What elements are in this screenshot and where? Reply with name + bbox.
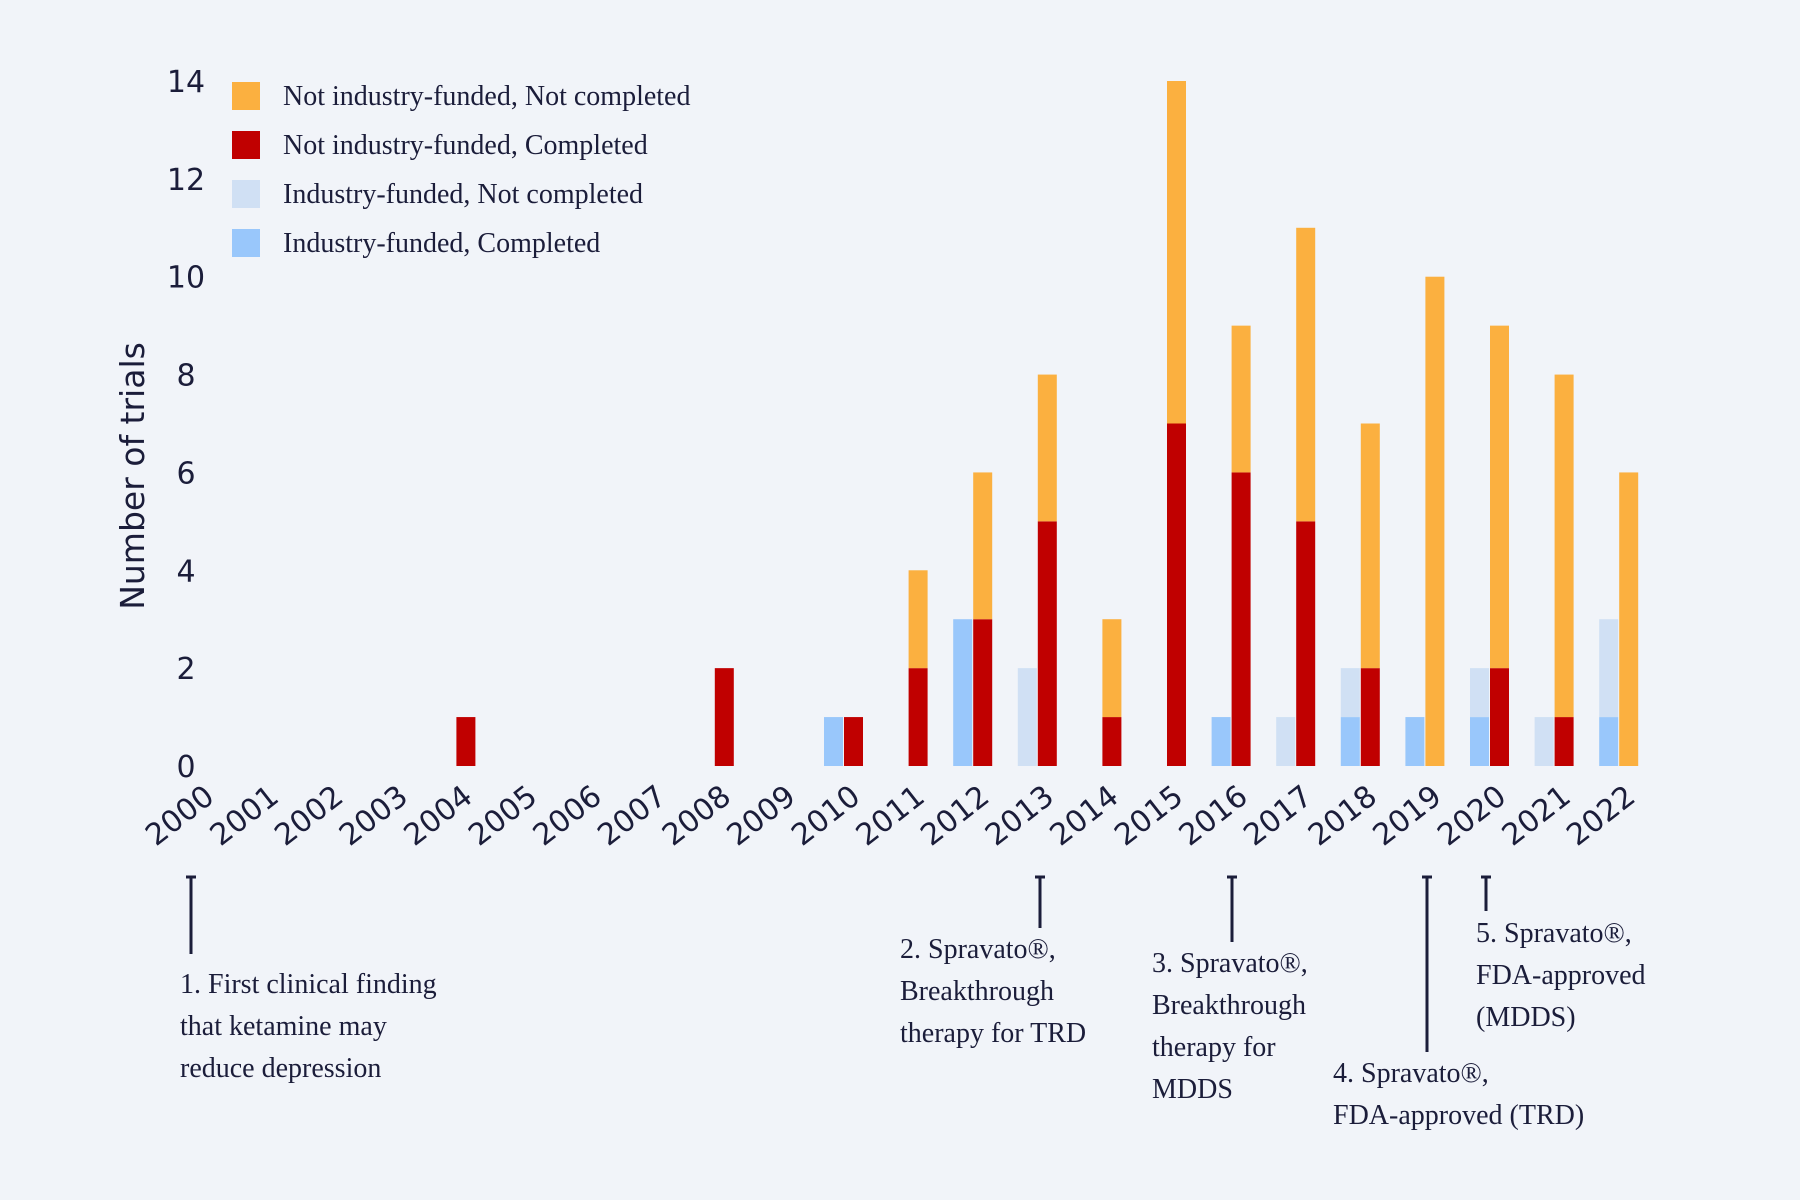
bar-segment (1340, 717, 1360, 766)
x-tick-label: 2003 (333, 779, 415, 854)
bar-segment (456, 717, 476, 766)
bar-segment (1360, 423, 1380, 669)
bar-segment (973, 472, 993, 620)
y-axis-label: Number of trials (113, 342, 152, 610)
bar-segment (1167, 423, 1186, 766)
y-tick-label: 0 (176, 750, 195, 785)
bar-segment (824, 717, 843, 766)
bar-segment (1037, 521, 1057, 766)
annotation-text: MDDS (1152, 1074, 1233, 1105)
bar-segment (1599, 619, 1619, 718)
annotations: 1. First clinical finding that ketamine m… (180, 875, 1646, 1131)
y-tick-label: 4 (176, 554, 195, 589)
bar-segment (1599, 717, 1619, 766)
legend-label: Industry-funded, Not completed (283, 179, 643, 210)
bar-segment (714, 668, 734, 766)
x-tick-label: 2015 (1108, 779, 1190, 854)
bar-segment (1470, 668, 1489, 718)
x-tick-label: 2011 (850, 779, 932, 854)
x-tick-label: 2004 (398, 779, 480, 854)
x-tick-label: 2005 (462, 779, 544, 854)
annotation-text: FDA-approved (1476, 960, 1646, 991)
annotation-text: Breakthrough (900, 976, 1054, 1007)
bar-segment (908, 570, 928, 669)
legend-label: Not industry-funded, Completed (283, 130, 648, 161)
bar-segment (1102, 717, 1122, 766)
legend-swatch (232, 131, 260, 159)
bar-segment (1554, 717, 1574, 766)
x-tick-label: 2014 (1044, 779, 1126, 854)
x-tick-label: 2018 (1302, 779, 1384, 854)
x-tick-label: 2020 (1431, 779, 1513, 854)
annotation-text: that ketamine may (180, 1011, 387, 1042)
y-tick-label: 10 (167, 261, 205, 296)
bar-segment (1211, 717, 1231, 766)
annotation-text: (MDDS) (1476, 1002, 1576, 1033)
legend-swatch (232, 82, 260, 110)
x-tick-label: 2000 (139, 779, 221, 854)
x-tick-label: 2017 (1237, 779, 1319, 854)
y-tick-label: 2 (176, 652, 195, 687)
x-tick-label: 2008 (656, 779, 738, 854)
bar-segment (1360, 668, 1380, 766)
bar-segment (1405, 717, 1425, 766)
bar-segment (953, 619, 973, 766)
x-tick-label: 2006 (527, 779, 609, 854)
bar-segment (1554, 374, 1574, 718)
annotation-text: Breakthrough (1152, 990, 1306, 1021)
legend: Not industry-funded, Not completed Not in… (232, 81, 690, 259)
bar-segment (1296, 521, 1316, 766)
annotation-text: 1. First clinical finding (180, 969, 437, 1000)
legend-label: Not industry-funded, Not completed (283, 81, 690, 112)
bar-segment (1231, 472, 1251, 766)
bar-segment (1619, 472, 1639, 766)
bar-segment (1490, 668, 1509, 766)
x-tick-label: 2019 (1367, 779, 1449, 854)
x-tick-label: 2002 (268, 779, 350, 854)
annotation-text: 4. Spravato®, (1333, 1058, 1489, 1089)
bar-segment (1425, 276, 1445, 766)
bar-segment (1340, 668, 1360, 718)
bar-segment (1490, 325, 1509, 669)
bars (456, 81, 1639, 766)
annotation-text: therapy for (1152, 1032, 1276, 1063)
x-axis: 2000200120022003200420052006200720082009… (139, 779, 1642, 854)
bar-segment (844, 717, 863, 766)
y-tick-label: 14 (167, 65, 205, 100)
y-tick-label: 6 (176, 456, 195, 491)
y-tick-label: 8 (176, 359, 195, 394)
annotation-text: FDA-approved (TRD) (1333, 1100, 1584, 1131)
bar-segment (1231, 325, 1251, 473)
x-tick-label: 2012 (914, 779, 996, 854)
bar-segment (1017, 668, 1037, 766)
x-tick-label: 2007 (591, 779, 673, 854)
bar-segment (1276, 717, 1296, 766)
bar-segment (1102, 619, 1122, 718)
x-tick-label: 2010 (785, 779, 867, 854)
bar-segment (908, 668, 928, 766)
x-tick-label: 2009 (721, 779, 803, 854)
y-axis: 0 2 4 6 8 10 12 14 (167, 65, 205, 785)
annotation-text: therapy for TRD (900, 1018, 1086, 1049)
x-tick-label: 2021 (1496, 779, 1578, 854)
bar-segment (1534, 717, 1554, 766)
legend-swatch (232, 229, 260, 257)
x-tick-label: 2022 (1560, 779, 1642, 854)
annotation-text: 2. Spravato®, (900, 934, 1056, 965)
annotation-text: 3. Spravato®, (1152, 948, 1308, 979)
annotation-text: 5. Spravato®, (1476, 918, 1632, 949)
bar-segment (1167, 81, 1186, 424)
x-tick-label: 2016 (1173, 779, 1255, 854)
legend-label: Industry-funded, Completed (283, 228, 600, 259)
legend-swatch (232, 180, 260, 208)
x-tick-label: 2001 (204, 779, 286, 854)
bar-segment (1037, 374, 1057, 522)
x-tick-label: 2013 (979, 779, 1061, 854)
bar-segment (1296, 227, 1316, 522)
annotation-text: reduce depression (180, 1053, 381, 1084)
y-tick-label: 12 (167, 163, 205, 198)
bar-segment (1470, 717, 1489, 766)
bar-segment (973, 619, 993, 766)
